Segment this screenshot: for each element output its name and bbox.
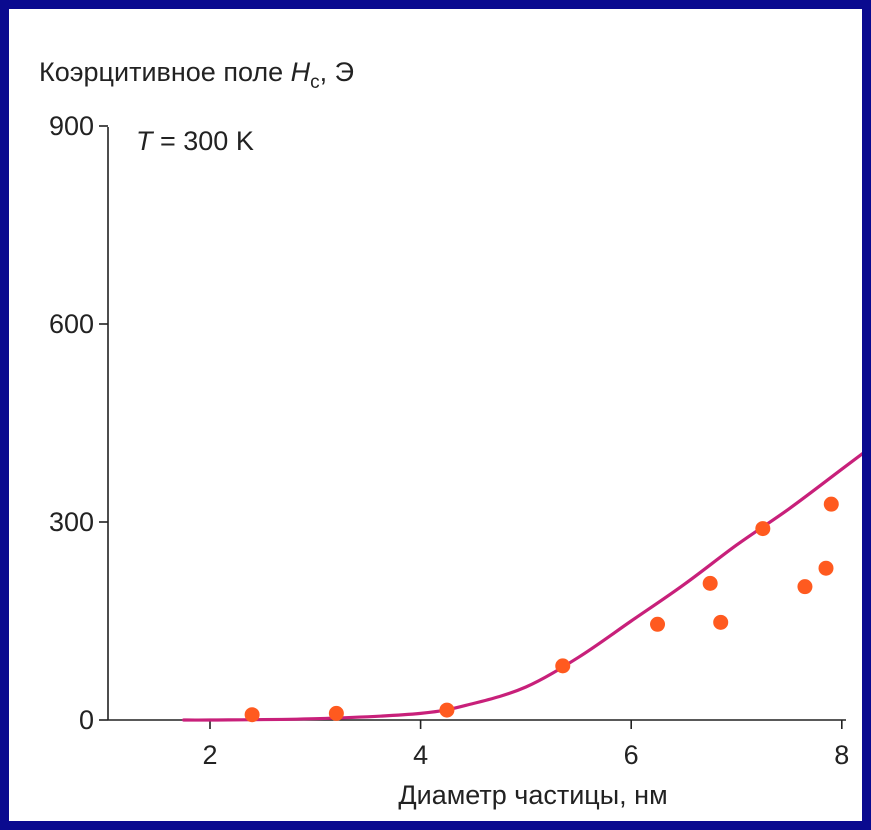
data-point (702, 575, 718, 591)
x-tick-label: 6 (624, 740, 639, 770)
y-axis-label-suffix: , Э (320, 57, 354, 87)
data-point (823, 496, 839, 512)
temperature-symbol: T (136, 126, 155, 156)
x-axis-label: Диаметр частицы, нм (398, 780, 667, 810)
fit-curve-line (182, 451, 862, 722)
y-axis-label-prefix: Коэрцитивное поле (39, 57, 291, 87)
data-point (328, 705, 344, 721)
y-tick-label: 900 (49, 111, 94, 141)
temperature-annotation: T = 300 K (136, 126, 254, 156)
data-points-layer (244, 496, 839, 723)
x-tick-label: 2 (202, 740, 217, 770)
y-tick-label: 300 (49, 507, 94, 537)
data-point (650, 616, 666, 632)
data-point (818, 560, 834, 576)
data-point (755, 521, 771, 537)
chart-svg: 03006009002468101214 Коэрцитивное поле H… (39, 57, 862, 810)
data-point (797, 579, 813, 595)
fit-curve-layer (182, 451, 862, 722)
x-tick-label: 8 (834, 740, 849, 770)
y-tick-label: 600 (49, 309, 94, 339)
y-axis-label: Коэрцитивное поле Hc, Э (39, 57, 354, 93)
temperature-value: = 300 K (153, 126, 254, 156)
chart-panel: 03006009002468101214 Коэрцитивное поле H… (9, 9, 862, 821)
data-point (555, 658, 571, 674)
x-tick-label: 4 (413, 740, 428, 770)
y-tick-label: 0 (79, 705, 94, 735)
axes (107, 127, 846, 721)
data-point (439, 702, 455, 718)
data-point (713, 614, 729, 630)
ticks: 03006009002468101214 (49, 111, 849, 770)
y-axis-label-subscript: c (310, 72, 320, 93)
data-point (244, 707, 260, 723)
y-axis-label-symbol: H (291, 57, 311, 87)
